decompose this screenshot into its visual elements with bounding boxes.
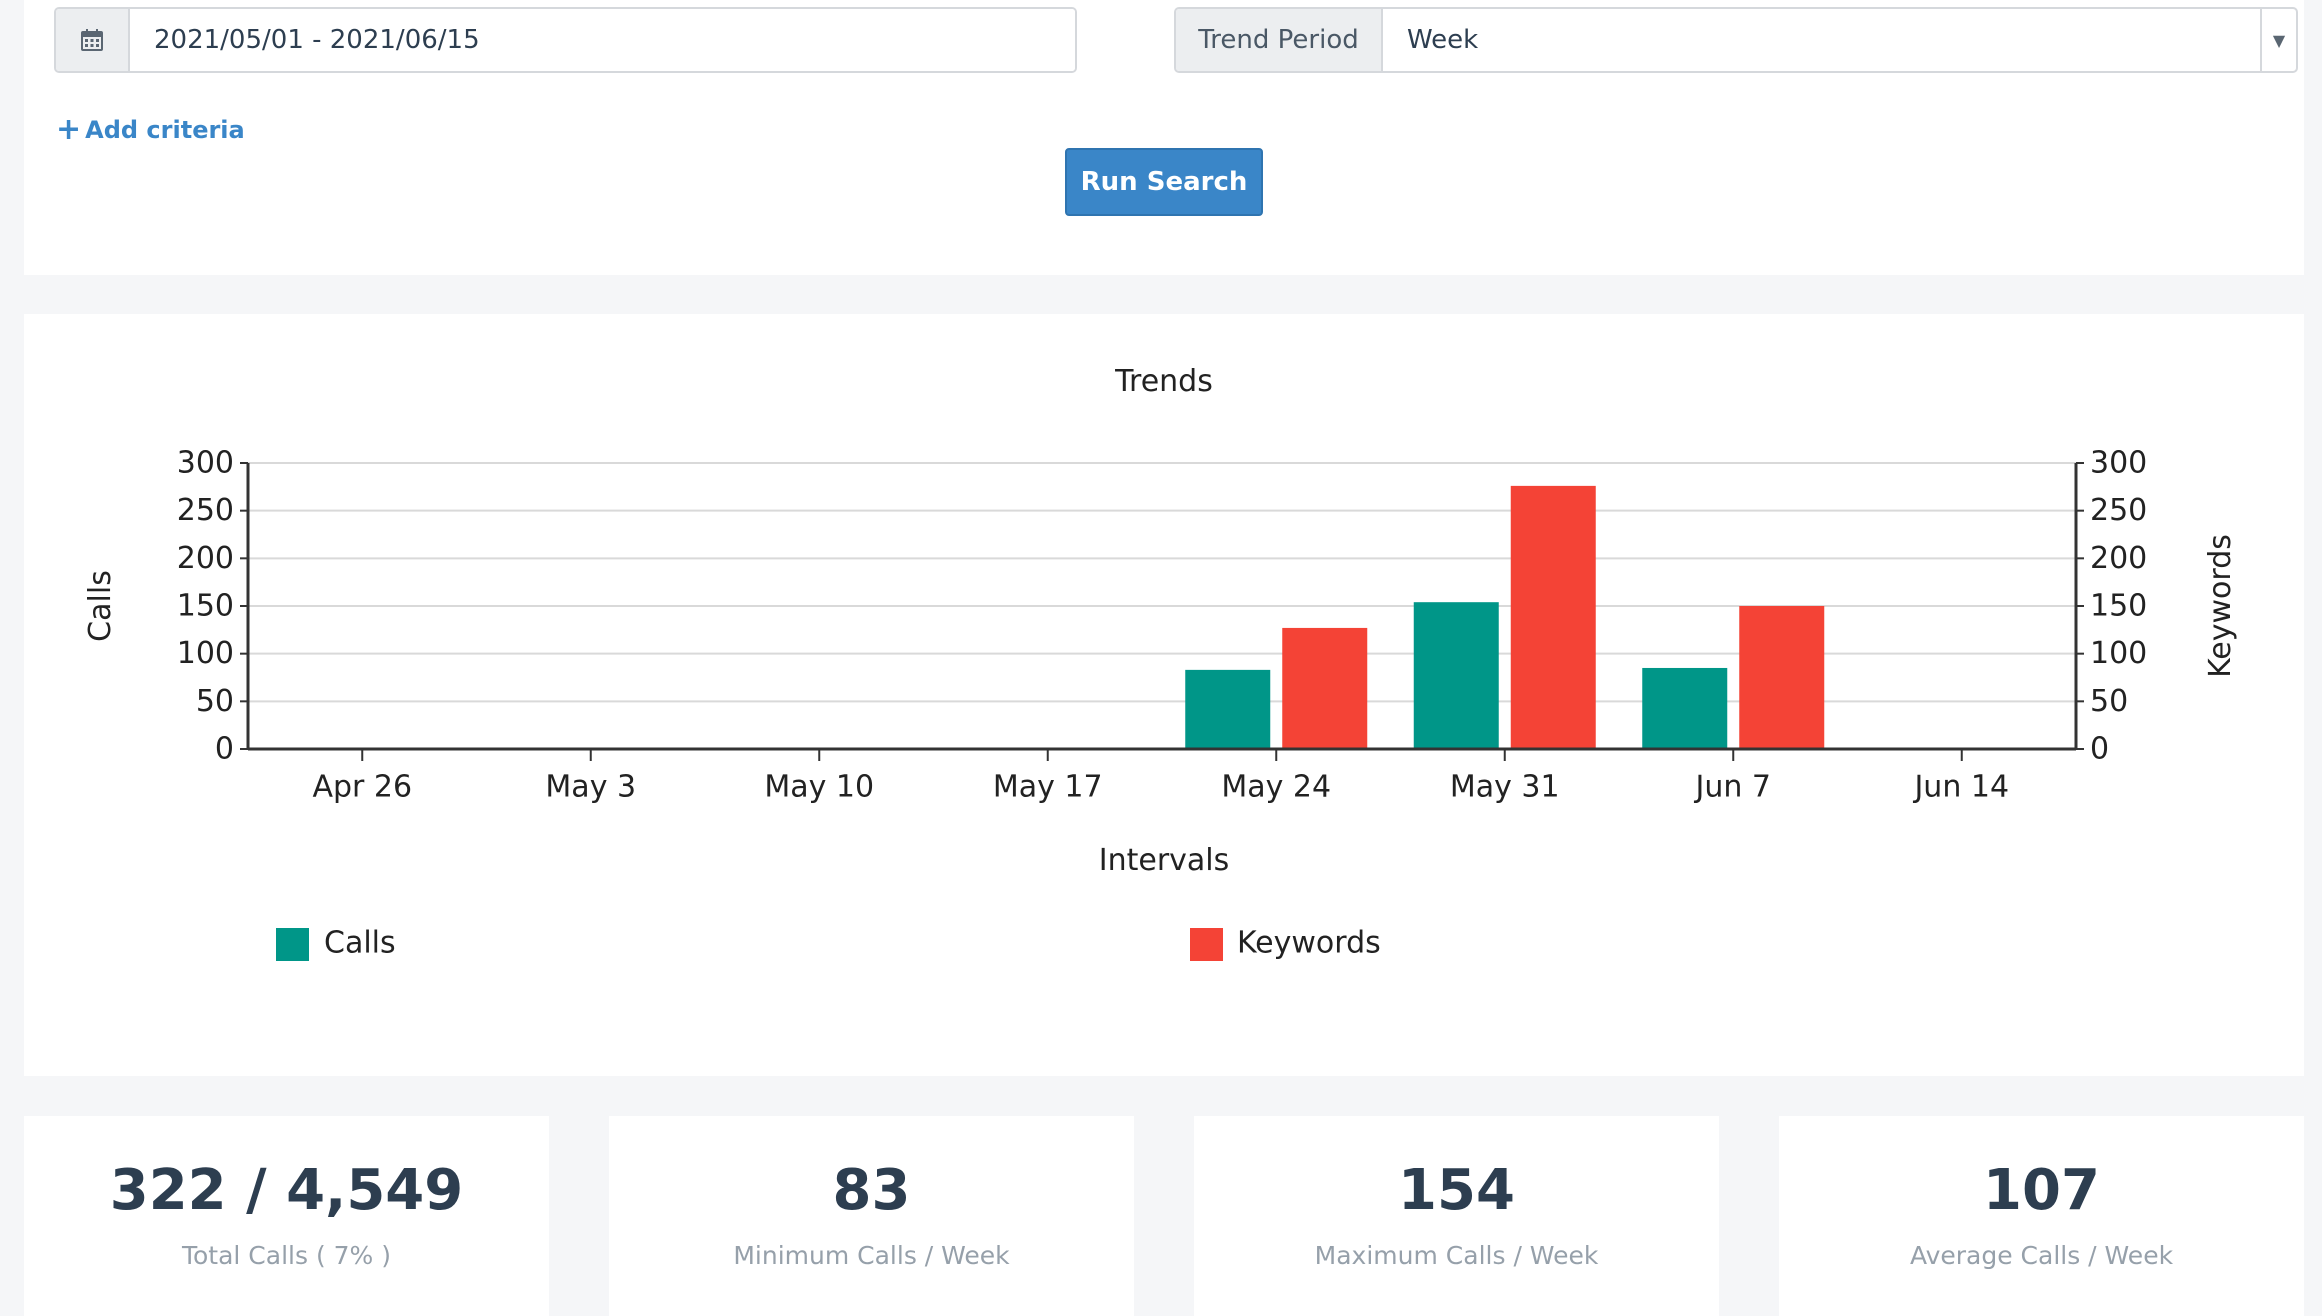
legend-label-calls: Calls [324, 926, 396, 961]
trends-chart-panel: 0 0 50 50 100 100 150 150 200 200 250 250 300 300 Apr … [24, 314, 2304, 1076]
stat-label: Average Calls / Week [1909, 1241, 2174, 1270]
left-y-tick-label: 100 [177, 636, 234, 671]
stat-label: Minimum Calls / Week [733, 1241, 1010, 1270]
right-y-tick-label: 100 [2090, 636, 2147, 671]
right-y-tick-label: 50 [2090, 684, 2128, 719]
run-search-button[interactable]: Run Search [1065, 148, 1263, 216]
chart-title: Trends [1114, 364, 1213, 399]
trend-period-select[interactable]: Trend Period Week ▼ [1174, 7, 2298, 73]
x-tick-label: May 17 [993, 770, 1103, 805]
left-y-tick-label: 50 [196, 684, 234, 719]
x-tick-label: May 3 [545, 770, 636, 805]
bar-keywords-may-31[interactable] [1510, 485, 1596, 749]
trends-chart: 0 0 50 50 100 100 150 150 200 200 250 250 300 300 Apr … [83, 364, 2238, 962]
chevron-down-icon[interactable]: ▼ [2260, 9, 2296, 71]
calendar-icon[interactable] [56, 9, 130, 71]
legend-item-calls[interactable]: Calls [276, 926, 396, 962]
search-panel: 2021/05/01 - 2021/06/15 Trend Period Wee… [24, 0, 2304, 275]
x-tick-label: Jun 7 [1694, 770, 1772, 805]
add-criteria-label: Add criteria [85, 115, 245, 144]
date-range-picker[interactable]: 2021/05/01 - 2021/06/15 [54, 7, 1077, 73]
x-tick-label: May 10 [764, 770, 874, 805]
date-range-input[interactable]: 2021/05/01 - 2021/06/15 [130, 9, 1075, 71]
right-y-axis-label: Keywords [2203, 534, 2238, 678]
left-y-axis-label: Calls [83, 570, 118, 642]
legend-swatch-keywords [1190, 928, 1223, 961]
stat-label: Total Calls ( 7% ) [181, 1241, 392, 1270]
stat-label: Maximum Calls / Week [1314, 1241, 1599, 1270]
x-tick-label: Apr 26 [312, 770, 412, 805]
x-tick-label: May 31 [1450, 770, 1560, 805]
stat-card-maximum-calls: 154 Maximum Calls / Week [1194, 1116, 1719, 1316]
right-y-tick-label: 200 [2090, 541, 2147, 576]
bar-calls-may-31[interactable] [1413, 602, 1499, 749]
stat-card-minimum-calls: 83 Minimum Calls / Week [609, 1116, 1134, 1316]
legend-label-keywords: Keywords [1237, 926, 1381, 961]
bar-calls-may-24[interactable] [1185, 669, 1271, 749]
legend: Calls Keywords [276, 926, 1381, 962]
x-tick-label: Jun 14 [1912, 770, 2009, 805]
stat-value: 83 [832, 1158, 911, 1223]
stat-card-average-calls: 107 Average Calls / Week [1779, 1116, 2304, 1316]
stat-value: 154 [1398, 1158, 1515, 1223]
left-y-tick-label: 250 [177, 493, 234, 528]
left-y-tick-label: 200 [177, 541, 234, 576]
left-y-tick-label: 300 [177, 446, 234, 481]
right-y-tick-label: 0 [2090, 732, 2109, 767]
x-tick-label: May 24 [1221, 770, 1331, 805]
left-y-tick-label: 150 [177, 589, 234, 624]
legend-item-keywords[interactable]: Keywords [1190, 926, 1381, 962]
stat-value: 322 / 4,549 [109, 1158, 464, 1223]
trend-period-value[interactable]: Week [1383, 9, 2260, 71]
plus-icon: + [56, 112, 82, 147]
stat-value: 107 [1983, 1158, 2100, 1223]
trend-period-label: Trend Period [1176, 9, 1383, 71]
left-y-tick-label: 0 [215, 732, 234, 767]
legend-swatch-calls [276, 928, 309, 961]
bar-calls-jun-7[interactable] [1642, 667, 1728, 749]
stat-card-total-calls: 322 / 4,549 Total Calls ( 7% ) [24, 1116, 549, 1316]
right-y-tick-label: 300 [2090, 446, 2147, 481]
right-y-tick-label: 150 [2090, 589, 2147, 624]
bar-keywords-jun-7[interactable] [1739, 606, 1825, 749]
x-axis-label: Intervals [1099, 843, 1230, 878]
right-y-tick-label: 250 [2090, 493, 2147, 528]
add-criteria-link[interactable]: + Add criteria [56, 112, 245, 147]
bar-keywords-may-24[interactable] [1282, 627, 1368, 749]
